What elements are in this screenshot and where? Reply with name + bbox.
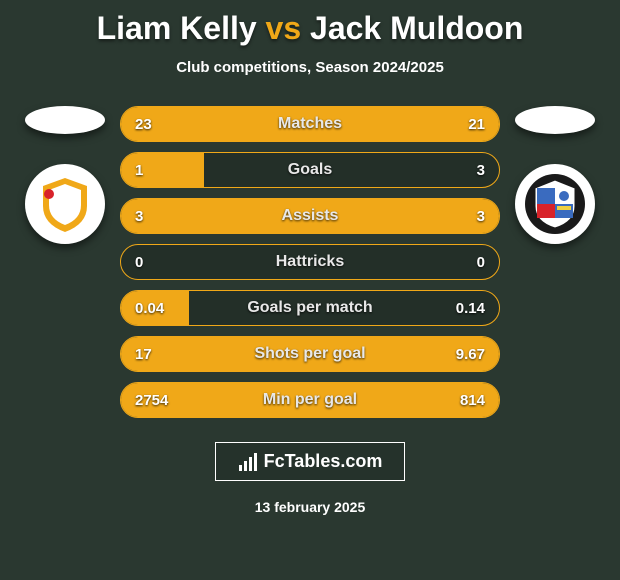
stat-row: Shots per goal17 9.67 (120, 336, 500, 372)
stat-value-left: 23 (135, 107, 152, 141)
stat-row: Assists3 3 (120, 198, 500, 234)
player1-flag (25, 106, 105, 134)
stat-value-right: 9.67 (456, 337, 485, 371)
player1-club-badge (25, 164, 105, 244)
stat-value-left: 3 (135, 199, 143, 233)
left-side (10, 106, 120, 244)
stat-value-right: 0 (477, 245, 485, 279)
stat-row: Goals1 3 (120, 152, 500, 188)
stat-row: Goals per match0.04 0.14 (120, 290, 500, 326)
stat-value-left: 0 (135, 245, 143, 279)
player1-name: Liam Kelly (97, 10, 257, 46)
mk-dons-crest-icon (35, 174, 95, 234)
stat-label: Goals per match (121, 291, 499, 325)
stat-label: Shots per goal (121, 337, 499, 371)
bars-icon (238, 453, 258, 471)
stat-value-right: 0.14 (456, 291, 485, 325)
stat-value-right: 3 (477, 199, 485, 233)
vs-text: vs (266, 10, 302, 46)
player2-flag (515, 106, 595, 134)
brand-text: FcTables.com (264, 451, 383, 472)
stat-label: Matches (121, 107, 499, 141)
stat-value-right: 3 (477, 153, 485, 187)
stat-label: Assists (121, 199, 499, 233)
stat-value-left: 0.04 (135, 291, 164, 325)
comparison-title: Liam Kelly vs Jack Muldoon (0, 0, 620, 47)
stat-value-right: 814 (460, 383, 485, 417)
date-text: 13 february 2025 (0, 499, 620, 515)
right-side (500, 106, 610, 244)
stats-bars: Matches2321Goals13Assists33Hattricks00Go… (120, 106, 500, 418)
stat-value-left: 2754 (135, 383, 168, 417)
stat-value-left: 1 (135, 153, 143, 187)
stat-value-left: 17 (135, 337, 152, 371)
footer-logo: FcTables.com (0, 442, 620, 481)
stat-label: Hattricks (121, 245, 499, 279)
stat-label: Goals (121, 153, 499, 187)
stat-row: Min per goal2754 814 (120, 382, 500, 418)
player2-club-badge (515, 164, 595, 244)
stat-label: Min per goal (121, 383, 499, 417)
stat-value-right: 21 (468, 107, 485, 141)
season-subtitle: Club competitions, Season 2024/2025 (0, 59, 620, 76)
stat-row: Matches23 21 (120, 106, 500, 142)
stat-row: Hattricks0 0 (120, 244, 500, 280)
harrogate-crest-icon (523, 172, 587, 236)
content-area: Matches2321Goals13Assists33Hattricks00Go… (0, 106, 620, 418)
brand-box: FcTables.com (215, 442, 406, 481)
player2-name: Jack Muldoon (310, 10, 523, 46)
